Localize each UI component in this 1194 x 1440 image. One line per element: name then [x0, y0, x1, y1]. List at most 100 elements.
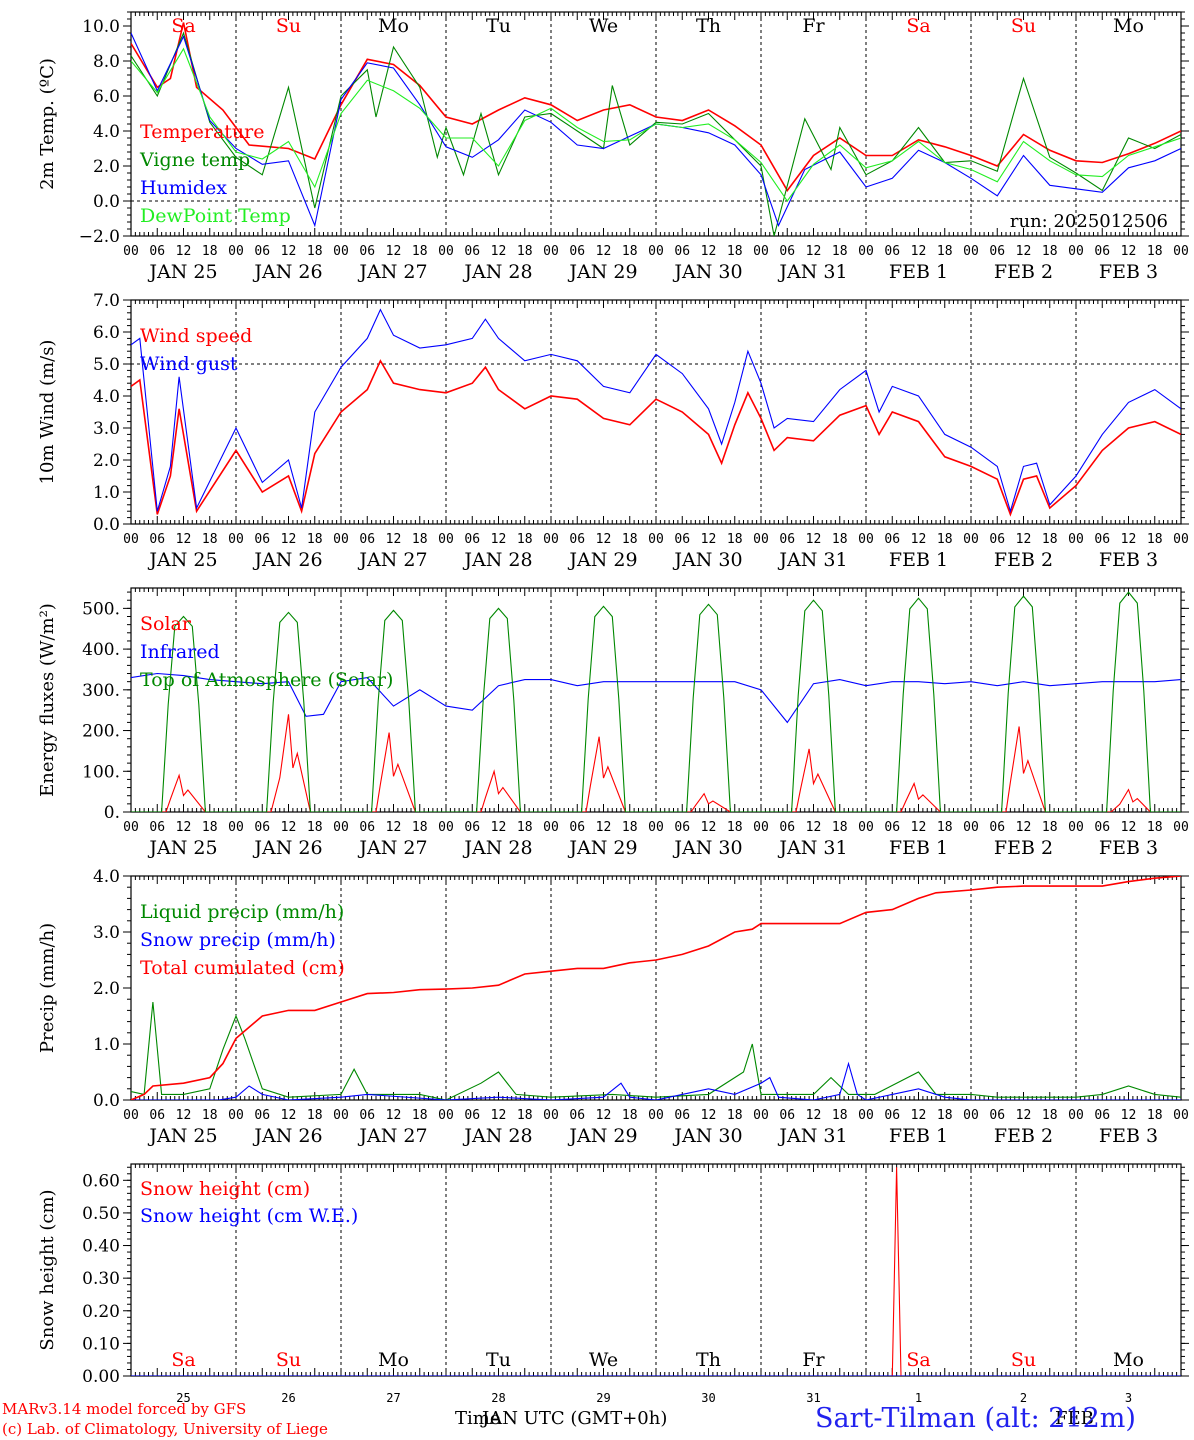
x-date-label: JAN 26 [252, 837, 322, 859]
weekday-label: Mo [378, 15, 409, 37]
x-date-label: JAN 28 [462, 549, 532, 571]
x-hour-label: 06 [1094, 532, 1110, 547]
x-hour-label: 18 [937, 244, 953, 259]
x-hour-label: 06 [989, 1108, 1005, 1123]
weekday-label: Fr [802, 15, 825, 37]
x-hour-label: 00 [1068, 532, 1084, 547]
x-hour-label: 06 [884, 532, 900, 547]
x-date-label: FEB 3 [1099, 549, 1158, 571]
x-hour-label: 00 [543, 244, 559, 259]
x-hour-label: 00 [858, 1108, 874, 1123]
x-hour-label: 06 [989, 244, 1005, 259]
panel-4: 0.0 1.0 2.0 3.0 4.0 Precip (mm/h) 00 06 12 18 JAN … [37, 867, 1189, 1147]
weekday-label: Sa [906, 1349, 930, 1371]
y-tick-label: 0.60 [82, 1171, 120, 1191]
x-hour-label: 06 [464, 532, 480, 547]
x-date-label: FEB 3 [1099, 261, 1158, 283]
y-tick-label: 0.0 [93, 192, 120, 212]
x-date-label: FEB 1 [889, 837, 948, 859]
x-hour-label: 00 [543, 820, 559, 835]
x-hour-label: 12 [596, 820, 612, 835]
x-hour-label: 00 [438, 820, 454, 835]
x-hour-label: 06 [884, 820, 900, 835]
x-day-number: 26 [281, 1391, 295, 1405]
x-date-label: JAN 31 [777, 837, 847, 859]
x-hour-label: 12 [1016, 1108, 1032, 1123]
x-date-label: JAN 31 [777, 1125, 847, 1147]
x-hour-label: 12 [281, 1108, 297, 1123]
x-hour-label: 00 [333, 820, 349, 835]
x-date-label: JAN 29 [567, 1125, 637, 1147]
x-hour-label: 12 [1016, 244, 1032, 259]
y-tick-label: 0. [104, 803, 120, 823]
x-hour-label: 06 [569, 244, 585, 259]
panel-2: 0.0 1.0 2.0 3.0 4.0 5.0 6.0 7.0 10m Wind (m/s) 00… [37, 291, 1189, 571]
x-hour-label: 06 [1094, 244, 1110, 259]
x-hour-label: 00 [1068, 1108, 1084, 1123]
x-date-label: FEB 3 [1099, 1125, 1158, 1147]
x-hour-label: 18 [1147, 1108, 1163, 1123]
x-day-number: 31 [806, 1391, 820, 1405]
x-hour-label: 12 [806, 820, 822, 835]
panel-1: −2.0 0.0 2.0 4.0 6.0 8.0 10.0 2m Temp. (ºC) 00 06… [37, 11, 1189, 283]
y-tick-label: 1.0 [93, 483, 120, 503]
x-hour-label: 00 [333, 1108, 349, 1123]
x-hour-label: 18 [727, 532, 743, 547]
y-tick-label: 200. [82, 722, 120, 742]
legend-entry: Infrared [140, 641, 220, 663]
x-hour-label: 00 [333, 244, 349, 259]
x-hour-label: 18 [622, 820, 638, 835]
x-hour-label: 00 [753, 1108, 769, 1123]
x-date-label: JAN 30 [672, 837, 742, 859]
x-hour-label: 06 [254, 244, 270, 259]
x-hour-label: 06 [149, 820, 165, 835]
x-hour-label: 18 [307, 532, 323, 547]
weekday-label: We [589, 15, 618, 37]
x-date-label: JAN 29 [567, 549, 637, 571]
series-line-top-of-atmosphere-solar [131, 591, 1181, 812]
x-hour-label: 12 [386, 532, 402, 547]
y-tick-label: 0.10 [82, 1334, 120, 1354]
x-date-label: FEB 2 [994, 837, 1053, 859]
x-hour-label: 06 [884, 244, 900, 259]
x-date-label: JAN 25 [147, 837, 217, 859]
x-date-label: JAN 26 [252, 261, 322, 283]
y-tick-label: 8.0 [93, 52, 120, 72]
weekday-label: Sa [171, 1349, 195, 1371]
x-hour-label: 12 [491, 820, 507, 835]
x-date-label: FEB 2 [994, 1125, 1053, 1147]
series-line-snow-precip-mm-h [131, 1061, 1181, 1100]
x-hour-label: 06 [254, 532, 270, 547]
x-hour-label: 12 [1121, 1108, 1137, 1123]
x-hour-label: 00 [1068, 820, 1084, 835]
x-hour-label: 18 [1042, 820, 1058, 835]
x-hour-label: 00 [648, 1108, 664, 1123]
x-hour-label: 06 [359, 820, 375, 835]
x-hour-label: 00 [963, 244, 979, 259]
y-tick-label: 10.0 [82, 17, 120, 37]
y-tick-label: 2.0 [93, 451, 120, 471]
x-hour-label: 00 [648, 244, 664, 259]
x-hour-label: 12 [176, 1108, 192, 1123]
x-hour-label: 00 [438, 532, 454, 547]
x-hour-label: 12 [491, 532, 507, 547]
x-date-label: JAN 30 [672, 549, 742, 571]
y-tick-label: 300. [82, 681, 120, 701]
panel-5: 0.00 0.10 0.20 0.30 0.40 0.50 0.60 Snow height … [37, 1163, 1189, 1405]
plot-frame [130, 299, 1182, 525]
x-hour-label: 12 [596, 1108, 612, 1123]
x-hour-label: 18 [412, 244, 428, 259]
series-line-liquid-precip-mm-h [131, 1001, 1181, 1100]
series-line-wind-speed [131, 359, 1181, 517]
x-day-number: 1 [915, 1391, 922, 1405]
legend-entry: Vigne temp [139, 149, 250, 171]
x-hour-label: 00 [1173, 820, 1189, 835]
station-title: Sart-Tilman (alt: 212m) [815, 1403, 1136, 1434]
x-day-number: 28 [491, 1391, 505, 1405]
legend-entry: Humidex [140, 177, 227, 199]
x-hour-label: 18 [727, 820, 743, 835]
x-hour-label: 06 [674, 532, 690, 547]
y-tick-label: 2.0 [93, 157, 120, 177]
x-hour-label: 06 [1094, 1108, 1110, 1123]
x-hour-label: 00 [228, 244, 244, 259]
